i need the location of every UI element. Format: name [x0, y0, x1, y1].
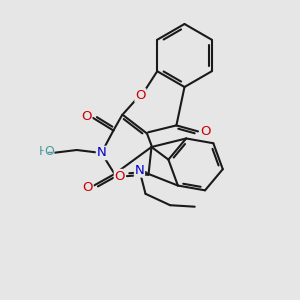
Text: N: N	[135, 164, 144, 177]
Text: O: O	[82, 181, 93, 194]
Text: O: O	[135, 89, 146, 102]
Text: O: O	[81, 110, 92, 123]
Text: O: O	[200, 125, 211, 138]
Text: N: N	[97, 146, 106, 160]
Text: O: O	[44, 145, 54, 158]
Text: O: O	[115, 169, 125, 183]
Text: H: H	[39, 145, 48, 158]
